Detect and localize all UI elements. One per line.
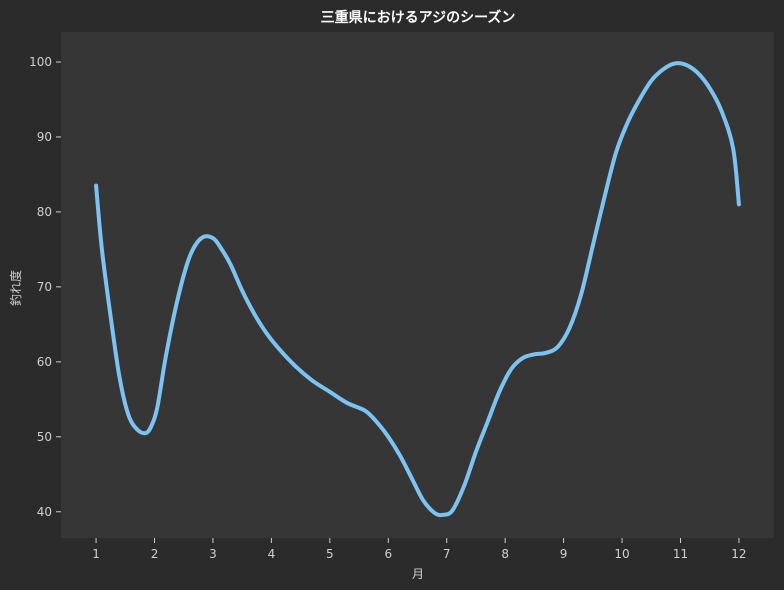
y-tick-label: 80 [37,205,52,219]
y-tick-label: 100 [29,55,52,69]
x-tick-label: 12 [731,547,746,561]
y-tick-label: 50 [37,430,52,444]
y-tick-label: 40 [37,505,52,519]
x-tick-label: 10 [614,547,629,561]
x-tick-label: 3 [209,547,217,561]
x-tick-label: 6 [384,547,392,561]
x-tick-label: 2 [151,547,159,561]
x-tick-label: 4 [268,547,276,561]
y-axis-label: 釣れ度 [8,270,23,306]
x-tick-label: 1 [92,547,100,561]
x-tick-label: 5 [326,547,334,561]
y-axis-ticks: 40 50 60 70 80 90 100 [29,55,61,519]
chart-title: 三重県におけるアジのシーズン [321,9,516,26]
y-tick-label: 90 [37,130,52,144]
x-tick-label: 8 [501,547,509,561]
x-tick-label: 11 [673,547,688,561]
plot-area [61,32,774,538]
x-tick-label: 7 [443,547,451,561]
series-line [94,61,741,518]
y-tick-label: 60 [37,355,52,369]
y-tick-label: 70 [37,280,52,294]
x-tick-label: 9 [560,547,568,561]
x-axis-ticks: 1 2 3 4 5 6 7 8 9 10 11 12 [92,538,747,561]
x-axis-label: 月 [412,567,424,581]
